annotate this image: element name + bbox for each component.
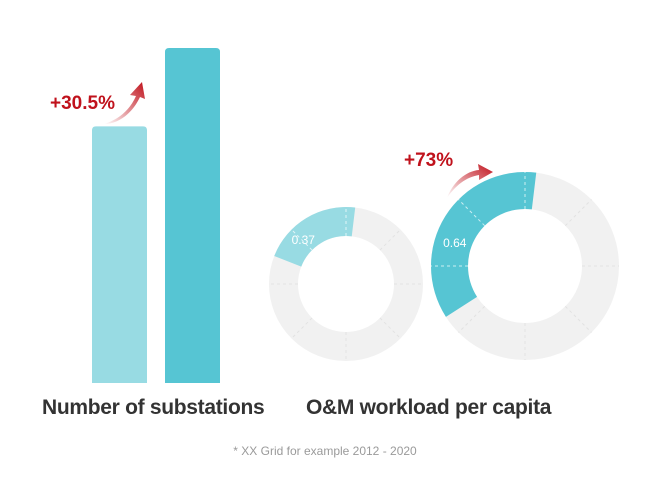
growth-arrow-icon — [447, 164, 493, 198]
bar-chart-caption: Number of substations — [42, 396, 265, 419]
ring-gridline — [564, 305, 592, 333]
ring-segment — [274, 207, 356, 267]
ring-growth-label: +73% — [404, 150, 454, 171]
bar-growth-label: +30.5% — [50, 93, 115, 114]
ring-gridline — [564, 199, 592, 227]
ring-value-label: 0.37 — [292, 233, 316, 247]
ring-segment — [431, 172, 537, 317]
ring-gridline — [291, 317, 313, 339]
ring-charts: 0.37 0.64 — [269, 172, 619, 361]
ring-gridline — [291, 229, 313, 251]
growth-arrow-icon — [104, 82, 145, 124]
growth-arrows — [104, 82, 493, 198]
ring-gridline — [458, 199, 486, 227]
bar — [165, 48, 220, 383]
ring-gridline — [379, 229, 401, 251]
ring-gridline — [458, 305, 486, 333]
bar — [92, 126, 147, 383]
bar-chart — [92, 48, 220, 383]
footnote: * XX Grid for example 2012 - 2020 — [233, 444, 417, 458]
ring-value-label: 0.64 — [443, 236, 467, 250]
ring-gridline — [379, 317, 401, 339]
ring-chart-caption: O&M workload per capita — [306, 396, 552, 419]
